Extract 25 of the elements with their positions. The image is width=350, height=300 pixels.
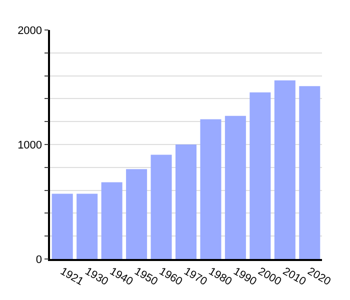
bar bbox=[200, 119, 222, 259]
x-tick-label: 2010 bbox=[280, 265, 308, 288]
y-tick-label: 1000 bbox=[18, 139, 42, 152]
x-tick-label: 1921 bbox=[58, 265, 86, 288]
bar bbox=[299, 86, 320, 259]
bar bbox=[126, 169, 148, 259]
x-tick-label: 1940 bbox=[108, 265, 135, 288]
x-tick-label: 2020 bbox=[305, 265, 333, 288]
bar bbox=[52, 194, 73, 259]
x-tick-label: 1950 bbox=[132, 265, 160, 288]
y-tick-label: 0 bbox=[36, 254, 42, 266]
x-tick-label: 1990 bbox=[231, 265, 258, 288]
bar bbox=[274, 80, 296, 259]
bar bbox=[250, 92, 271, 259]
x-tick-label: 1980 bbox=[206, 265, 234, 288]
x-tick-label: 1930 bbox=[82, 265, 110, 288]
y-tick-label: 2000 bbox=[18, 24, 42, 37]
x-tick-label: 1970 bbox=[182, 265, 209, 288]
bar bbox=[175, 144, 197, 259]
x-tick-label: 2000 bbox=[256, 265, 284, 288]
bar bbox=[76, 194, 98, 259]
x-tick-label: 1960 bbox=[157, 265, 184, 288]
bar bbox=[150, 154, 172, 259]
bar bbox=[101, 182, 122, 259]
bar bbox=[224, 116, 246, 259]
